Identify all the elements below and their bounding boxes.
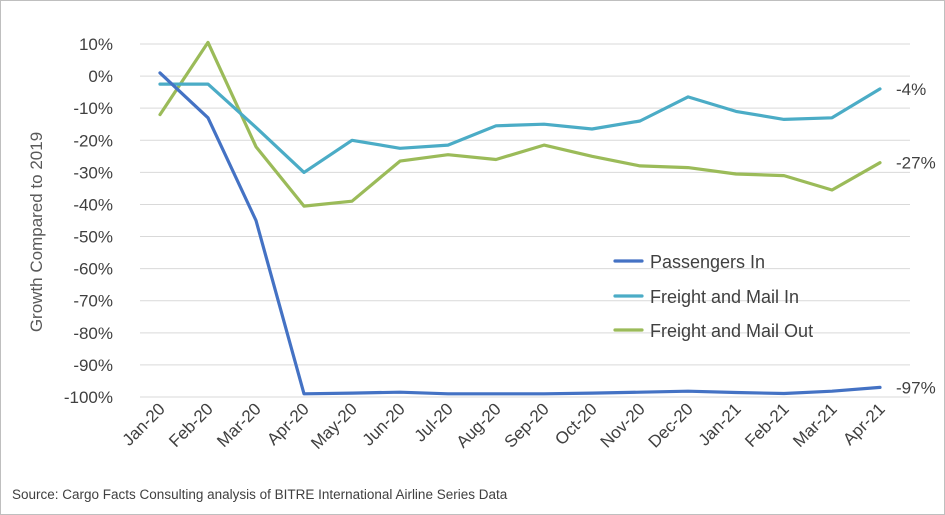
end-value-label: -97% <box>896 378 936 397</box>
y-axis-label: Growth Compared to 2019 <box>27 132 46 332</box>
y-tick-label: -40% <box>73 195 113 214</box>
y-tick-label: 0% <box>88 67 113 86</box>
x-tick-label: Dec-20 <box>645 399 697 451</box>
x-tick-label: Aug-20 <box>453 399 505 451</box>
series-line-freight-and-mail-in <box>158 82 882 174</box>
y-tick-label: -50% <box>73 228 113 247</box>
x-tick-label: Feb-20 <box>165 399 217 451</box>
y-tick-label: -80% <box>73 324 113 343</box>
end-value-label: -4% <box>896 80 926 99</box>
x-tick-label: Mar-21 <box>789 399 841 451</box>
x-tick-label: Sep-20 <box>501 399 553 451</box>
x-tick-label: Oct-20 <box>551 399 601 449</box>
y-tick-label: -90% <box>73 356 113 375</box>
x-tick-label: May-20 <box>307 399 361 453</box>
legend-entry: Passengers In <box>650 252 765 272</box>
x-tick-label: Jul-20 <box>411 399 457 445</box>
x-tick-label: Jun-20 <box>359 399 409 449</box>
y-tick-label: 10% <box>79 35 113 54</box>
y-tick-label: -20% <box>73 131 113 150</box>
y-tick-label: -10% <box>73 99 113 118</box>
y-tick-label: -100% <box>64 388 113 407</box>
end-value-label: -27% <box>896 154 936 173</box>
x-tick-label: Mar-20 <box>213 399 265 451</box>
legend-entry: Freight and Mail Out <box>650 321 813 341</box>
x-tick-label: Jan-20 <box>119 399 169 449</box>
series-line-freight-and-mail-out <box>158 40 882 208</box>
y-tick-label: -70% <box>73 292 113 311</box>
source-note: Source: Cargo Facts Consulting analysis … <box>12 487 508 502</box>
x-tick-label: Apr-20 <box>263 399 313 449</box>
x-tick-label: Feb-21 <box>741 399 793 451</box>
y-tick-label: -60% <box>73 260 113 279</box>
x-tick-label: Apr-21 <box>839 399 889 449</box>
legend-entry: Freight and Mail In <box>650 287 799 307</box>
x-tick-label: Jan-21 <box>695 399 745 449</box>
x-tick-label: Nov-20 <box>597 399 649 451</box>
series-line-passengers-in <box>158 71 882 396</box>
y-tick-label: -30% <box>73 163 113 182</box>
